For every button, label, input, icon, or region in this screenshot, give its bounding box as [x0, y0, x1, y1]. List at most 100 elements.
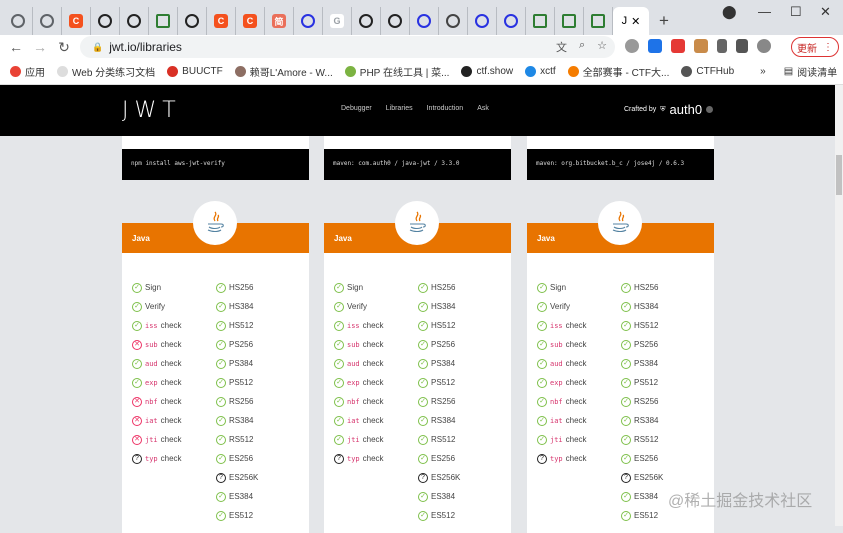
- browser-tab[interactable]: C: [62, 7, 91, 35]
- auth0-shield-icon: ⛨: [660, 105, 666, 113]
- check-circle-icon: ✓: [621, 301, 631, 312]
- profile-avatar[interactable]: [757, 39, 771, 53]
- zoom-icon[interactable]: ⌕: [578, 39, 586, 51]
- globe-icon: [11, 14, 25, 28]
- install-command[interactable]: maven: org.bitbucket.b_c / jose4j / 0.6.…: [527, 149, 714, 180]
- update-button[interactable]: 更新 ⋮: [791, 37, 839, 57]
- maximize-button[interactable]: ☐: [790, 4, 802, 19]
- browser-tab[interactable]: [439, 7, 468, 35]
- extension-icon[interactable]: [694, 39, 708, 53]
- translate-icon[interactable]: 文: [555, 42, 567, 54]
- check-circle-icon: ✓: [216, 434, 226, 445]
- browser-tab[interactable]: [555, 7, 584, 35]
- check-circle-icon: ✓: [418, 510, 428, 521]
- url-input[interactable]: 🔒 jwt.io/libraries 文 ⌕ ☆: [80, 36, 615, 58]
- reading-list-icon: ▤: [783, 66, 794, 77]
- feature-item: ✓ jti check: [537, 430, 587, 449]
- reload-icon[interactable]: ↻: [58, 38, 70, 55]
- browser-tab[interactable]: [468, 7, 497, 35]
- bookmark-item[interactable]: Web 分类练习文档: [57, 64, 155, 79]
- bookmark-icon: [681, 66, 693, 77]
- algorithm-item: ✓ PS512: [418, 373, 460, 392]
- check-circle-icon: ✓: [334, 358, 344, 369]
- more-bookmarks-button[interactable]: »: [760, 66, 766, 77]
- browser-tab[interactable]: [584, 7, 613, 35]
- bookmark-item[interactable]: CTFHub: [681, 66, 734, 77]
- algorithm-list: ✓ HS256 ✓ HS384 ✓ HS512 ✓ PS256 ✓ PS384 ✓ PS512 ✓ RS2…: [216, 278, 258, 525]
- bookmark-item[interactable]: PHP 在线工具 | 菜...: [344, 64, 449, 79]
- feature-item: ✓ sub check: [334, 335, 384, 354]
- jwt-logo[interactable]: JWT: [122, 98, 182, 123]
- java-logo-icon: [193, 201, 237, 245]
- question-circle-icon: ?: [132, 453, 142, 464]
- check-circle-icon: ✓: [334, 301, 344, 312]
- algorithm-item: ✓ PS384: [621, 354, 663, 373]
- feature-item: ✓ iss check: [537, 316, 587, 335]
- browser-tab[interactable]: [91, 7, 120, 35]
- back-icon[interactable]: ←: [9, 39, 23, 55]
- check-circle-icon: ✓: [621, 415, 631, 426]
- check-circle-icon: ✓: [132, 377, 142, 388]
- minimize-button[interactable]: —: [758, 4, 771, 19]
- bookmark-item[interactable]: 应用: [10, 64, 45, 79]
- bookmark-icon: [344, 66, 356, 77]
- nav-libraries[interactable]: Libraries: [385, 105, 413, 112]
- globe-icon: [40, 14, 54, 28]
- algorithm-item: ✓ HS256: [216, 278, 258, 297]
- browser-tab[interactable]: [410, 7, 439, 35]
- close-window-button[interactable]: ✕: [820, 4, 831, 19]
- scrollbar-thumb[interactable]: [836, 155, 842, 195]
- check-circle-icon: ✓: [334, 339, 344, 350]
- feature-list: ✓ Sign ✓ Verify ✓ iss check ✓ sub check ✓ aud check ✓…: [334, 278, 384, 468]
- browser-tab[interactable]: [178, 7, 207, 35]
- close-tab-icon[interactable]: ✕: [631, 15, 641, 28]
- install-command[interactable]: maven: com.auth0 / java-jwt / 3.3.0: [324, 149, 511, 180]
- algorithm-item: ✓ ES512: [216, 506, 258, 525]
- bookmark-item[interactable]: 全部赛事 - CTF大...: [567, 64, 669, 79]
- bookmark-item[interactable]: ctf.show: [461, 66, 513, 77]
- check-circle-icon: ✓: [621, 510, 631, 521]
- extension-icon[interactable]: [671, 39, 685, 53]
- algorithm-list: ✓ HS256 ✓ HS384 ✓ HS512 ✓ PS256 ✓ PS384 ✓ PS512 ✓ RS2…: [621, 278, 663, 525]
- extension-icon[interactable]: [625, 39, 639, 53]
- nav-debugger[interactable]: Debugger: [341, 105, 372, 112]
- bookmark-star-icon[interactable]: ☆: [597, 40, 607, 52]
- browser-tab[interactable]: [120, 7, 149, 35]
- browser-tab[interactable]: [526, 7, 555, 35]
- algorithm-item: ✓ RS384: [621, 411, 663, 430]
- browser-tab[interactable]: [33, 7, 62, 35]
- bookmark-item[interactable]: xctf: [525, 66, 556, 77]
- bookmark-item[interactable]: 赖哥L'Amore - W...: [234, 64, 333, 79]
- browser-tab[interactable]: 简: [265, 7, 294, 35]
- more-menu-icon[interactable]: ⋮: [823, 41, 833, 53]
- cross-circle-icon: ✕: [132, 415, 142, 426]
- algorithm-item: ✓ HS256: [621, 278, 663, 297]
- feature-item: ✓ iss check: [132, 316, 182, 335]
- tab-search-icon[interactable]: ⬤: [722, 4, 737, 19]
- check-circle-icon: ✓: [537, 320, 547, 331]
- install-command[interactable]: npm install aws-jwt-verify: [122, 149, 309, 180]
- browser-tab[interactable]: [294, 7, 323, 35]
- new-tab-button[interactable]: +: [659, 11, 669, 30]
- puzzle-icon[interactable]: [736, 39, 748, 53]
- active-tab[interactable]: J ✕: [613, 7, 649, 35]
- forward-icon[interactable]: →: [33, 39, 47, 55]
- browser-tab[interactable]: G: [323, 7, 352, 35]
- browser-tab[interactable]: C: [236, 7, 265, 35]
- check-circle-icon: ✓: [216, 358, 226, 369]
- browser-tab[interactable]: [497, 7, 526, 35]
- browser-tab[interactable]: [381, 7, 410, 35]
- browser-tab[interactable]: [4, 7, 33, 35]
- browser-tab[interactable]: C: [207, 7, 236, 35]
- extension-icon[interactable]: [717, 39, 727, 53]
- reading-list-button[interactable]: ▤ 阅读清单: [783, 66, 838, 79]
- nav-introduction[interactable]: Introduction: [426, 105, 464, 112]
- crafted-by[interactable]: Crafted by ⛨ auth0: [624, 102, 714, 117]
- browser-tab[interactable]: [352, 7, 381, 35]
- browser-tab[interactable]: [149, 7, 178, 35]
- cross-circle-icon: ✕: [132, 339, 142, 350]
- extension-icon[interactable]: [648, 39, 662, 53]
- nav-ask[interactable]: Ask: [477, 105, 489, 112]
- scrollbar[interactable]: [835, 85, 843, 526]
- bookmark-item[interactable]: BUUCTF: [167, 66, 223, 77]
